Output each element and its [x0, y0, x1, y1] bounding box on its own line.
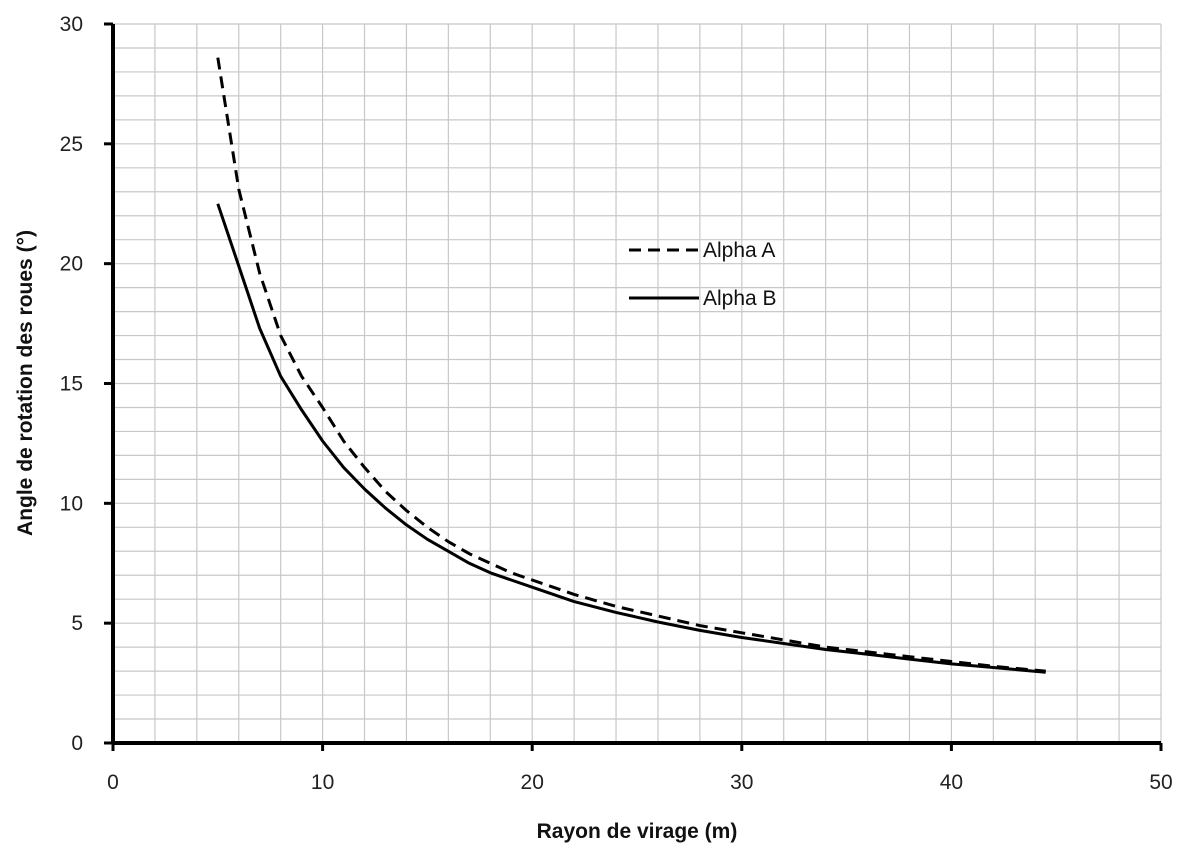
series-line-alpha-a [216, 57, 1046, 673]
y-tick-label: 10 [60, 492, 83, 515]
axes [104, 22, 1163, 751]
legend-label: Alpha A [703, 239, 775, 262]
grid-lines [113, 23, 1162, 743]
x-axis-tick-labels: 0 10 20 30 40 50 [107, 771, 1173, 794]
legend: Alpha A Alpha B [629, 239, 777, 310]
legend-label: Alpha B [703, 287, 777, 310]
y-axis-title: Angle de rotation des roues (°) [14, 230, 37, 536]
x-axis-title: Rayon de virage (m) [537, 820, 738, 843]
x-tick-label: 0 [107, 771, 119, 794]
x-tick-label: 30 [730, 771, 753, 794]
y-tick-label: 25 [60, 133, 83, 156]
y-tick-label: 15 [60, 373, 83, 396]
y-tick-label: 20 [60, 253, 83, 276]
x-tick-label: 50 [1149, 771, 1172, 794]
y-tick-label: 5 [71, 612, 83, 635]
series-line-alpha-b [216, 203, 1046, 674]
x-tick-label: 40 [940, 771, 963, 794]
series-lines [216, 57, 1046, 674]
y-tick-label: 30 [60, 13, 83, 36]
x-tick-label: 20 [521, 771, 544, 794]
y-axis-tick-labels: 0 5 10 15 20 25 30 [60, 13, 83, 755]
x-tick-label: 10 [311, 771, 334, 794]
y-tick-label: 0 [71, 732, 83, 755]
